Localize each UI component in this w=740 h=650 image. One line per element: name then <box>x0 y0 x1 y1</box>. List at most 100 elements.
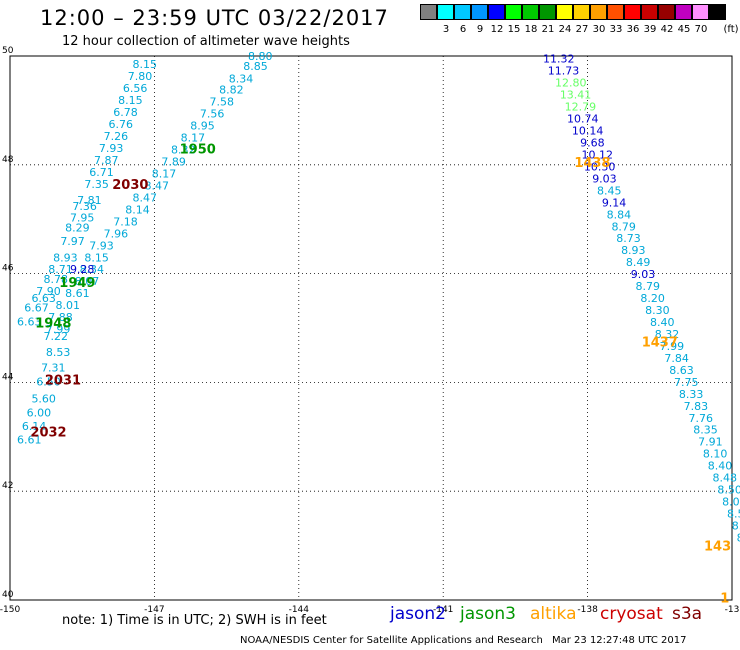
legend-swatch <box>709 4 726 20</box>
swh-point-label: 7.83 <box>684 400 709 413</box>
swh-point-label: 7.18 <box>113 215 138 228</box>
swh-point-label: 8.33 <box>679 388 704 401</box>
x-tick-label: -147 <box>144 605 164 615</box>
legend-swatch <box>454 4 471 20</box>
swh-point-label: 8.54 <box>727 508 740 521</box>
legend-label: 33 <box>609 24 623 35</box>
swh-point-label: 7.95 <box>70 212 95 225</box>
swh-point-label: 10.14 <box>572 125 604 138</box>
legend-swatch <box>675 4 692 20</box>
legend-swatch <box>607 4 624 20</box>
legend-label: 39 <box>643 24 657 35</box>
swh-point-label: 8.17 <box>152 168 177 181</box>
legend-swatch <box>590 4 607 20</box>
swh-point-label: 9.03 <box>592 172 617 185</box>
swh-point-label: 8.35 <box>693 424 718 437</box>
swh-point-label: 10.12 <box>581 148 613 161</box>
chart-subtitle: 12 hour collection of altimeter wave hei… <box>62 34 350 49</box>
swh-point-label: 9.14 <box>602 196 627 209</box>
pass-time-label: 143 <box>704 540 731 555</box>
swh-point-label: 7.22 <box>43 330 68 343</box>
swh-point-label: 8.30 <box>645 304 670 317</box>
swh-point-label: 10.74 <box>567 113 599 126</box>
x-tick-label: -144 <box>289 605 310 615</box>
swh-point-label: 10.30 <box>584 160 616 173</box>
swh-point-label: 8.40 <box>708 460 733 473</box>
swh-point-label: 11.73 <box>548 65 580 78</box>
swh-point-label: 8.79 <box>636 280 661 293</box>
legend-label: 36 <box>626 24 640 35</box>
swh-point-label: 8.61 <box>65 287 90 300</box>
legend-label: 9 <box>476 24 484 35</box>
legend-swatch <box>556 4 573 20</box>
swh-point-label: 8.32 <box>655 328 680 341</box>
legend-label: 3 <box>442 24 450 35</box>
swh-point-label: 6.78 <box>113 106 138 119</box>
chart-title: 12:00 – 23:59 UTC 03/22/2017 <box>40 6 389 30</box>
legend-label: 6 <box>459 24 467 35</box>
swh-point-label: 6.61 <box>17 434 42 447</box>
swh-point-label: 8.49 <box>626 256 651 269</box>
swh-point-label: 8.01 <box>56 299 81 312</box>
swh-point-label: 7.31 <box>41 362 66 375</box>
legend-swatch <box>539 4 556 20</box>
swh-point-label: 8.01 <box>722 496 740 509</box>
swh-point-label: 8.93 <box>53 251 78 264</box>
pass-time-label: 1949 <box>59 276 95 291</box>
x-tick-label: -138 <box>577 605 598 615</box>
legend-swatch <box>641 4 658 20</box>
legend-swatch <box>573 4 590 20</box>
swh-point-label: 8.15 <box>133 58 158 71</box>
legend-label: 70 <box>694 24 708 35</box>
y-tick-label: 46 <box>2 264 14 274</box>
swh-point-label: 8.82 <box>732 519 740 532</box>
swh-point-label: 8.35 <box>737 531 740 544</box>
swh-point-label: 8.79 <box>611 220 636 233</box>
swh-point-label: 6.56 <box>123 82 148 95</box>
legend-swatch <box>471 4 488 20</box>
satellite-altika: altika <box>530 604 577 624</box>
pass-time-label: 1 <box>720 591 729 606</box>
swh-point-label: 7.76 <box>688 412 713 425</box>
swh-point-label: 11.32 <box>543 53 575 66</box>
swh-point-label: 7.89 <box>161 156 186 169</box>
swh-point-label: 8.34 <box>80 263 105 276</box>
pass-time-label: 1437 <box>642 336 678 351</box>
swh-point-label: 8.45 <box>597 184 622 197</box>
legend-label: 27 <box>575 24 589 35</box>
swh-point-label: 13.41 <box>560 89 592 102</box>
swh-point-label: 8.84 <box>607 208 632 221</box>
x-tick-label: -13 <box>725 605 740 615</box>
legend-unit: (ft) <box>723 24 739 35</box>
swh-point-label: 7.99 <box>660 340 685 353</box>
legend-swatch <box>658 4 675 20</box>
y-tick-label: 44 <box>2 372 14 382</box>
plot-frame <box>9 55 733 601</box>
pass-time-label: 2030 <box>112 178 148 193</box>
swh-point-label: 8.17 <box>181 132 206 145</box>
legend-swatch <box>692 4 709 20</box>
legend-swatch <box>420 4 437 20</box>
swh-point-label: 8.29 <box>65 221 90 234</box>
satellite-cryosat: cryosat <box>600 604 663 624</box>
legend-swatch <box>624 4 641 20</box>
swh-point-label: 8.63 <box>669 364 694 377</box>
y-tick-label: 40 <box>2 590 14 600</box>
swh-point-label: 8.10 <box>703 448 728 461</box>
swh-point-label: 8.82 <box>219 84 244 97</box>
swh-point-label: 8.78 <box>43 273 68 286</box>
swh-point-label: 7.91 <box>698 436 723 449</box>
swh-point-label: 6.67 <box>24 301 49 314</box>
swh-point-label: 8.95 <box>190 120 215 133</box>
swh-point-label: 7.93 <box>89 239 114 252</box>
swh-point-label: 6.63 <box>17 315 42 328</box>
swh-point-label: 7.96 <box>104 227 129 240</box>
legend-label: 15 <box>507 24 521 35</box>
legend-label: 12 <box>490 24 504 35</box>
swh-point-label: 7.75 <box>674 376 699 389</box>
swh-point-label: 8.85 <box>243 60 268 73</box>
legend-label: 30 <box>592 24 606 35</box>
swh-point-label: 7.97 <box>60 235 85 248</box>
y-tick-label: 50 <box>2 46 14 56</box>
swh-point-label: 8.71 <box>48 263 73 276</box>
